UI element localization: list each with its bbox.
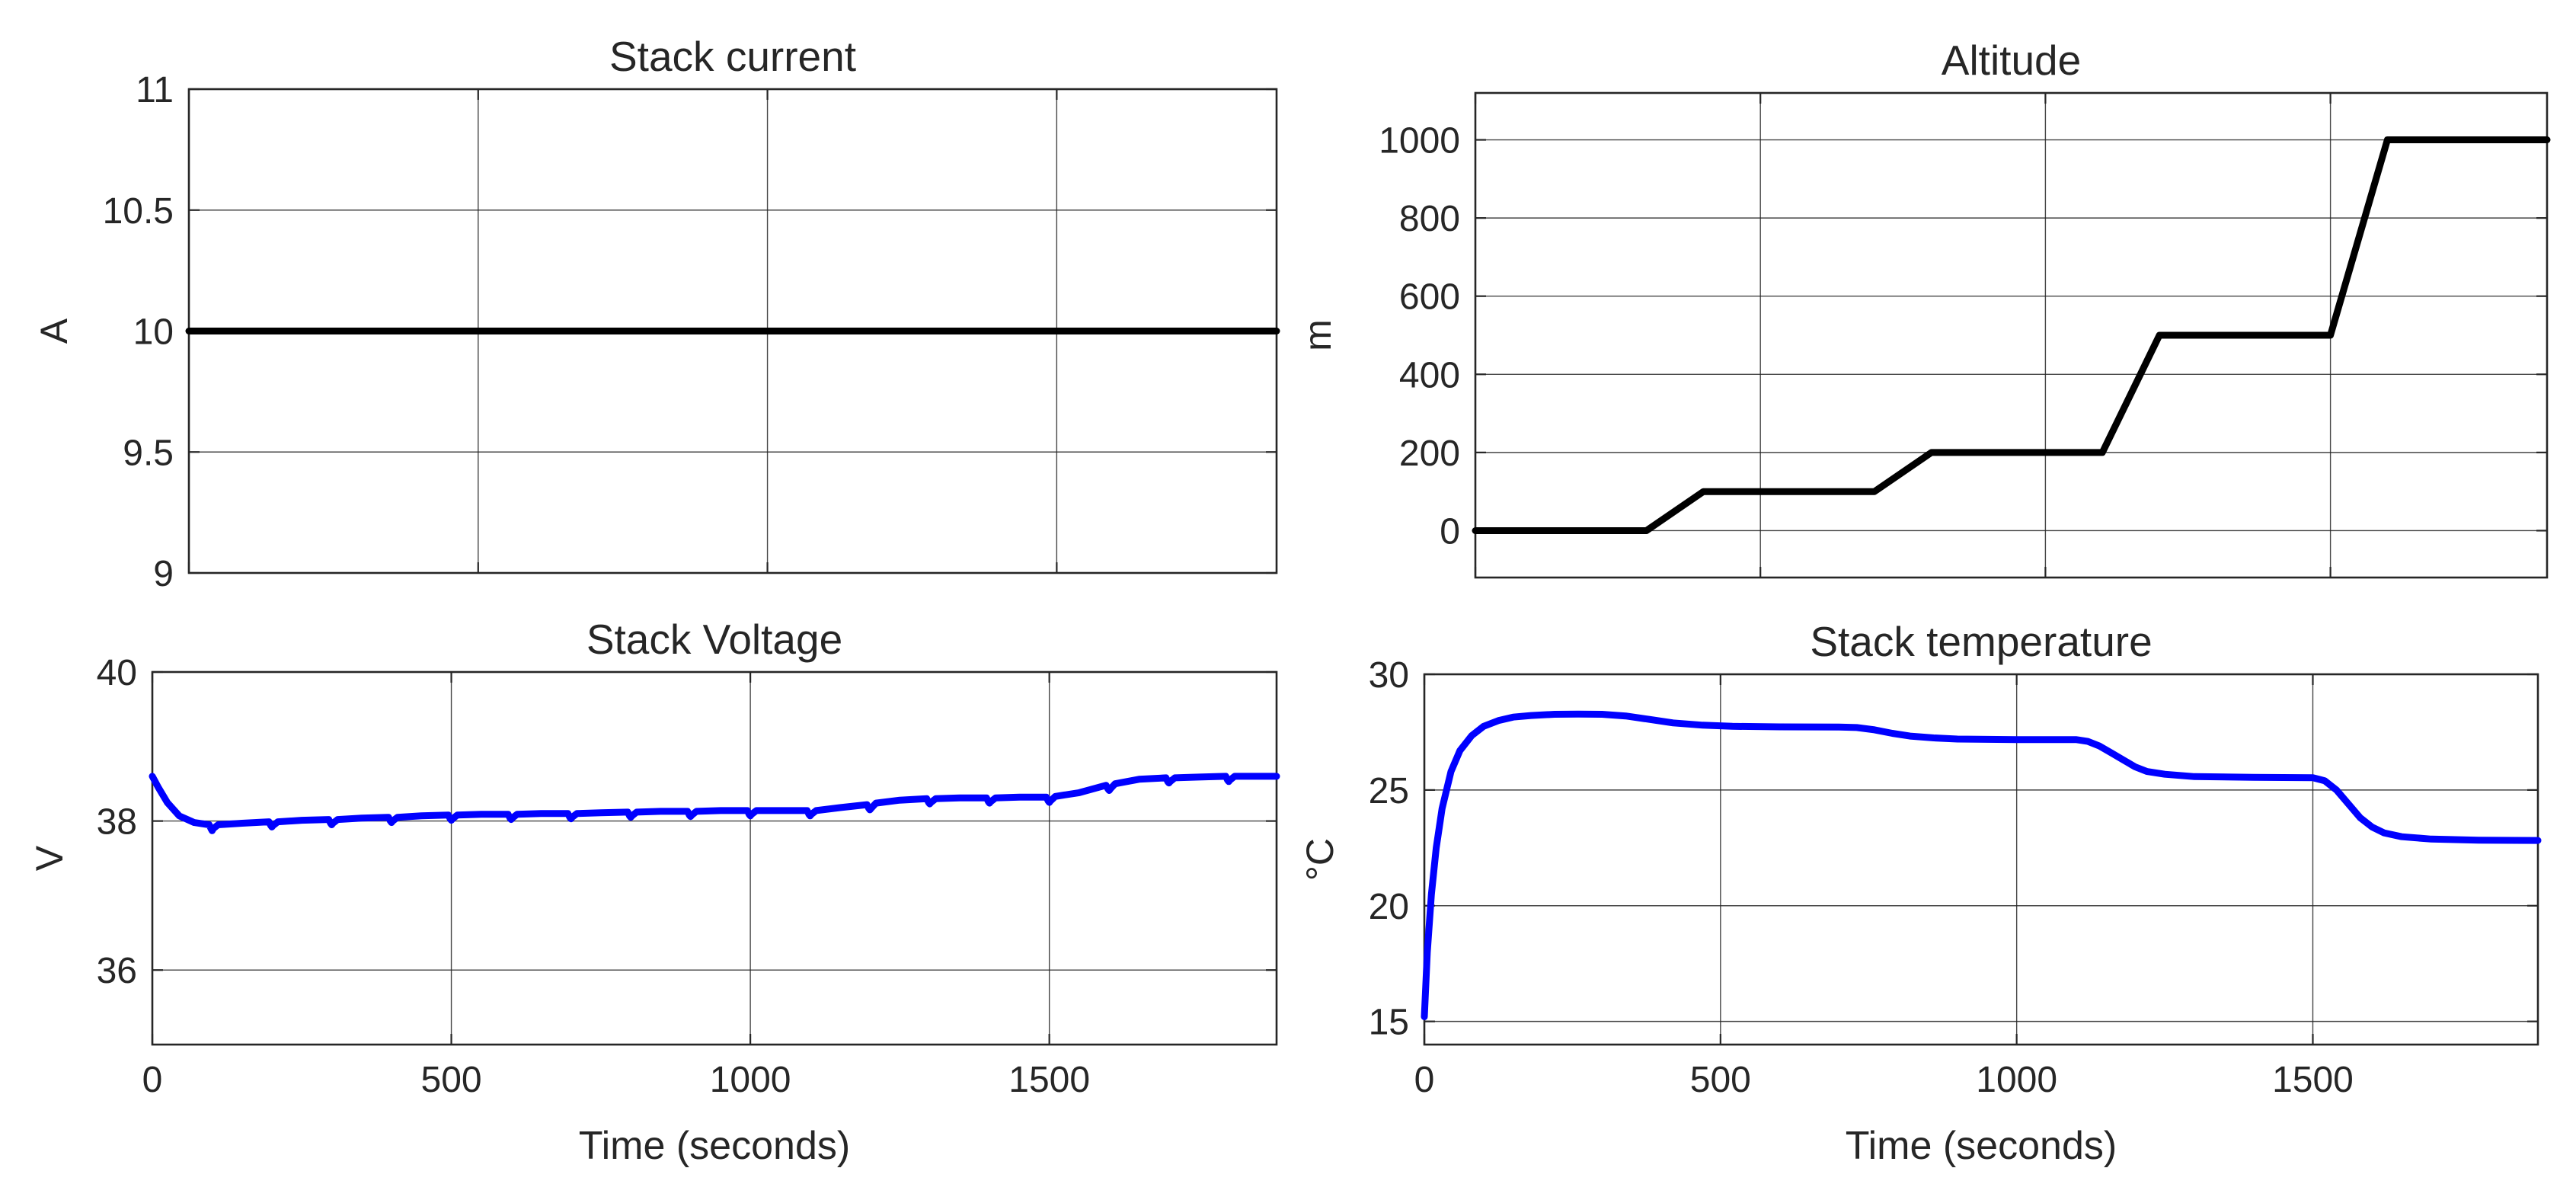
stack-temperature-axes-frame [1423, 673, 2539, 1046]
stack-voltage-ytick-label: 40 [97, 653, 137, 693]
altitude-ytick-label: 200 [1399, 434, 1460, 474]
stack-temperature-series-line [1421, 710, 2542, 1020]
stack-voltage-series-line [149, 773, 1280, 834]
altitude-ytick-label: 600 [1399, 277, 1460, 318]
stack-voltage-xtick-label: 1500 [1008, 1060, 1090, 1100]
altitude-title: Altitude [1942, 37, 2081, 84]
stack-current-title: Stack current [609, 33, 856, 80]
stack-voltage-xtick-label: 500 [421, 1060, 482, 1100]
altitude-ytick-label: 400 [1399, 355, 1460, 395]
stack-current-ylabel: A [33, 318, 75, 344]
stack-temperature-xlabel: Time (seconds) [1846, 1124, 2117, 1168]
stack-temperature-xtick-label: 500 [1690, 1060, 1751, 1100]
altitude-axes-frame [1474, 91, 2549, 579]
stack-current-ytick-label: 9 [153, 554, 174, 594]
altitude-panel: 0 200 400 600 800 1000 Altitude m [1296, 37, 2551, 579]
altitude-ytick-label: 1000 [1379, 121, 1460, 162]
stack-temperature-ytick-label: 15 [1369, 1003, 1409, 1043]
altitude-ytick-label: 800 [1399, 199, 1460, 239]
altitude-ylabel: m [1296, 319, 1339, 351]
stack-temperature-xtick-label: 1500 [2272, 1060, 2354, 1100]
stack-current-ytick-label: 11 [136, 70, 174, 110]
stack-temperature-ylabel: °C [1299, 838, 1341, 881]
stack-voltage-ylabel: V [28, 845, 71, 871]
altitude-ytick-label: 0 [1440, 511, 1460, 552]
stack-temperature-panel: 15 20 25 30 0 500 1000 1500 Stack temperature °C T… [1299, 618, 2542, 1168]
altitude-series-line [1472, 136, 2551, 534]
stack-current-panel: 9 9.5 10 10.5 11 Stack current A [33, 33, 1280, 594]
stack-temperature-ytick-label: 25 [1369, 771, 1409, 811]
stack-current-ytick-label: 9.5 [123, 433, 174, 473]
stack-voltage-ytick-label: 36 [97, 951, 137, 991]
stack-current-ytick-label: 10 [133, 312, 174, 353]
stack-temperature-xtick-label: 1000 [1976, 1060, 2057, 1100]
stack-temperature-xtick-label: 0 [1414, 1060, 1435, 1100]
stack-voltage-xtick-label: 0 [142, 1060, 163, 1100]
stack-voltage-ytick-label: 38 [97, 802, 137, 843]
stack-temperature-ytick-label: 30 [1369, 655, 1409, 696]
stack-temperature-ytick-label: 20 [1369, 887, 1409, 927]
stack-voltage-panel: 36 38 40 0 500 1000 1500 Stack Voltage V Time (se… [28, 616, 1280, 1168]
stack-voltage-xtick-label: 1000 [710, 1060, 791, 1100]
stack-voltage-axes-frame [151, 670, 1278, 1046]
stack-temperature-title: Stack temperature [1810, 618, 2152, 665]
stack-voltage-xlabel: Time (seconds) [579, 1124, 850, 1168]
stack-current-ytick-label: 10.5 [103, 191, 174, 232]
stack-voltage-title: Stack Voltage [586, 616, 842, 663]
